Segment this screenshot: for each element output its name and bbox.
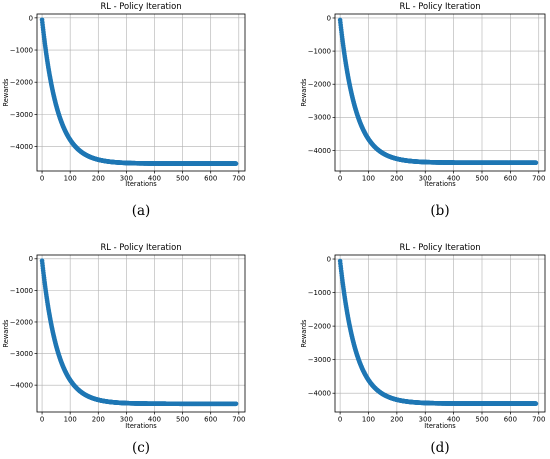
panel-b-xtick-label: 0 xyxy=(338,175,342,183)
panel-d-ytick-label: −4000 xyxy=(308,390,331,398)
panel-c-xtick-label: 700 xyxy=(232,416,245,424)
panel-c-ylabel: Rewards xyxy=(2,319,10,348)
panel-a-data-point xyxy=(233,161,239,166)
panel-c-ytick-label: 0 xyxy=(29,255,33,263)
panel-c-caption: (c) xyxy=(132,440,150,456)
panel-d-points xyxy=(337,258,539,406)
panel-b-ticks: 0 100 200 300 400 500 600 700 0 −1000 −2000 −3000 −4… xyxy=(308,14,546,182)
panel-c-xtick-label: 300 xyxy=(120,416,133,424)
panel-d-xtick-label: 0 xyxy=(338,416,342,424)
panel-c-ytick-label: −3000 xyxy=(10,350,33,358)
panel-d-xtick-label: 100 xyxy=(362,416,375,424)
panel-c-xlabel: Iterations xyxy=(125,422,157,430)
panel-a: RL - Policy Iteration 0 100 200 300 400 500 60… xyxy=(2,1,246,219)
panel-a-xtick-label: 700 xyxy=(232,175,245,183)
panel-a-ticks: 0 100 200 300 400 500 600 700 0 −1000 −2000 −3000 −4… xyxy=(10,14,246,182)
panel-d-title: RL - Policy Iteration xyxy=(399,242,480,252)
panel-b-xtick-label: 500 xyxy=(475,175,488,183)
panel-d-grid xyxy=(335,255,545,412)
panel-b-xtick-label: 400 xyxy=(447,175,460,183)
panel-d-ytick-label: −2000 xyxy=(308,323,331,331)
panel-c-ticks: 0 100 200 300 400 500 600 700 0 −1000 −2000 −3000 −4… xyxy=(10,255,246,423)
panel-c-points xyxy=(39,258,239,407)
panel-c-xtick-label: 100 xyxy=(64,416,77,424)
panel-d-ytick-label: −3000 xyxy=(308,356,331,364)
panel-a-ytick-label: −3000 xyxy=(10,111,33,119)
panel-d-ytick-label: −1000 xyxy=(308,289,331,297)
panel-d-xtick-label: 300 xyxy=(419,416,432,424)
panel-b-xtick-label: 300 xyxy=(419,175,432,183)
panel-d-xtick-label: 500 xyxy=(475,416,488,424)
panel-c-ytick-label: −1000 xyxy=(10,287,33,295)
panel-b-xtick-label: 600 xyxy=(504,175,517,183)
panel-b-ytick-label: −3000 xyxy=(308,114,331,122)
panel-c-xtick-label: 200 xyxy=(92,416,105,424)
panel-b-data-point xyxy=(533,160,539,166)
panel-a-xtick-label: 500 xyxy=(176,175,189,183)
panel-a-ytick-label: 0 xyxy=(29,14,33,22)
panel-c-plot-frame xyxy=(36,254,246,413)
panel-a-title: RL - Policy Iteration xyxy=(100,1,181,11)
panel-a-caption: (a) xyxy=(132,203,151,219)
panel-a-ylabel: Rewards xyxy=(2,78,10,107)
panel-d-ylabel: Rewards xyxy=(300,319,308,348)
panel-a-xtick-label: 100 xyxy=(64,175,77,183)
panel-a-xtick-label: 300 xyxy=(120,175,133,183)
panel-a-grid xyxy=(37,14,245,171)
panel-d-xtick-label: 600 xyxy=(504,416,517,424)
panel-c-xtick-label: 0 xyxy=(40,416,44,424)
panel-c-ytick-label: −2000 xyxy=(10,318,33,326)
panel-a-xtick-label: 0 xyxy=(40,175,44,183)
panel-b-xtick-label: 200 xyxy=(390,175,403,183)
panel-a-ytick-label: −4000 xyxy=(10,143,33,151)
panel-c-data-point xyxy=(233,401,239,407)
panel-a-xtick-label: 200 xyxy=(92,175,105,183)
panel-b: RL - Policy Iteration 0 100 200 300 400 500 60… xyxy=(300,1,546,219)
panel-b-xlabel: Iterations xyxy=(424,180,456,188)
panel-d-xtick-label: 200 xyxy=(390,416,403,424)
panel-d-caption: (d) xyxy=(430,440,449,456)
panel-d-xtick-label: 700 xyxy=(532,416,545,424)
panel-c-xtick-label: 400 xyxy=(148,416,161,424)
panel-b-grid xyxy=(335,14,545,171)
panel-a-plot-frame xyxy=(36,13,246,172)
panel-d-plot-frame xyxy=(334,254,546,413)
panel-c-ytick-label: −4000 xyxy=(10,382,33,390)
panel-d-ytick-label: 0 xyxy=(327,255,331,263)
panel-b-points xyxy=(337,17,539,166)
panel-b-ytick-label: −4000 xyxy=(308,147,331,155)
panel-b-xtick-label: 700 xyxy=(532,175,545,183)
panel-a-ytick-label: −1000 xyxy=(10,46,33,54)
panel-a-ytick-label: −2000 xyxy=(10,79,33,87)
panel-a-xtick-label: 600 xyxy=(204,175,217,183)
panel-a-xlabel: Iterations xyxy=(125,180,157,188)
panel-a-points xyxy=(39,17,239,166)
panel-b-ylabel: Rewards xyxy=(300,78,308,107)
panel-b-caption: (b) xyxy=(430,203,449,219)
panel-b-ytick-label: −2000 xyxy=(308,81,331,89)
panel-d-data-point xyxy=(533,401,539,406)
panel-d-xlabel: Iterations xyxy=(424,422,456,430)
panel-b-ytick-label: 0 xyxy=(327,14,331,22)
panel-d-xtick-label: 400 xyxy=(447,416,460,424)
panel-b-xtick-label: 100 xyxy=(362,175,375,183)
panel-c-xtick-label: 500 xyxy=(176,416,189,424)
panel-b-title: RL - Policy Iteration xyxy=(399,1,480,11)
panel-c: RL - Policy Iteration 0 100 200 300 400 500 60… xyxy=(2,242,246,456)
panel-d: RL - Policy Iteration 0 100 200 300 400 500 60… xyxy=(300,242,546,456)
panel-b-ytick-label: −1000 xyxy=(308,47,331,55)
panel-c-grid xyxy=(37,255,245,412)
panel-c-xtick-label: 600 xyxy=(204,416,217,424)
panel-d-ticks: 0 100 200 300 400 500 600 700 0 −1000 −2000 −3000 −4… xyxy=(308,255,546,423)
panel-a-xtick-label: 400 xyxy=(148,175,161,183)
panel-b-plot-frame xyxy=(334,13,546,172)
panel-c-title: RL - Policy Iteration xyxy=(100,242,181,252)
